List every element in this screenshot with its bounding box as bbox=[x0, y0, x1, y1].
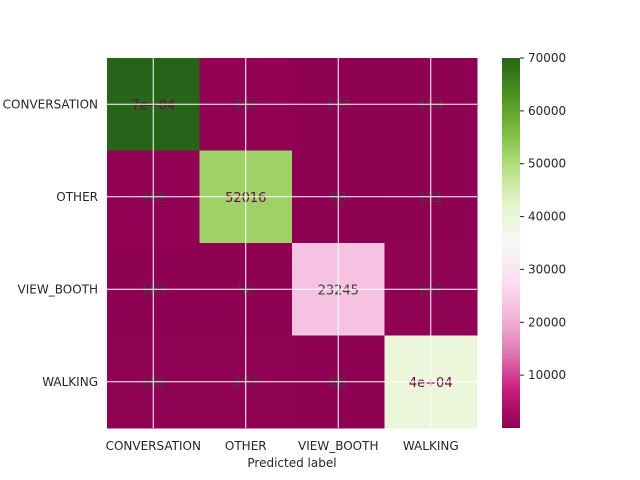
colorbar-tick-label: 10000 bbox=[528, 368, 566, 382]
y-axis-ticks: CONVERSATION OTHER VIEW_BOOTH WALKING bbox=[3, 97, 98, 389]
x-tick-label: VIEW_BOOTH bbox=[298, 439, 378, 453]
x-axis-label: Predicted label bbox=[247, 456, 336, 470]
y-tick-label: VIEW_BOOTH bbox=[18, 282, 98, 296]
colorbar-tick-label: 40000 bbox=[528, 210, 566, 224]
y-tick-label: WALKING bbox=[42, 375, 98, 389]
colorbar-tick-label: 50000 bbox=[528, 157, 566, 171]
heatmap-cells bbox=[107, 58, 478, 429]
colorbar-tick-label: 30000 bbox=[528, 262, 566, 276]
colorbar-tick-label: 70000 bbox=[528, 51, 566, 65]
gridlines bbox=[107, 58, 477, 428]
y-tick-label: CONVERSATION bbox=[3, 97, 98, 111]
colorbar-ticks: 10000 20000 30000 40000 50000 60000 70000 bbox=[520, 51, 566, 382]
y-tick-label: OTHER bbox=[56, 190, 98, 204]
x-tick-label: OTHER bbox=[225, 439, 267, 453]
colorbar-tick-label: 60000 bbox=[528, 104, 566, 118]
x-tick-label: CONVERSATION bbox=[106, 439, 201, 453]
x-tick-label: WALKING bbox=[403, 439, 459, 453]
colorbar-tick-label: 20000 bbox=[528, 315, 566, 329]
x-axis-ticks: CONVERSATION OTHER VIEW_BOOTH WALKING bbox=[106, 439, 459, 453]
colorbar bbox=[502, 58, 520, 428]
